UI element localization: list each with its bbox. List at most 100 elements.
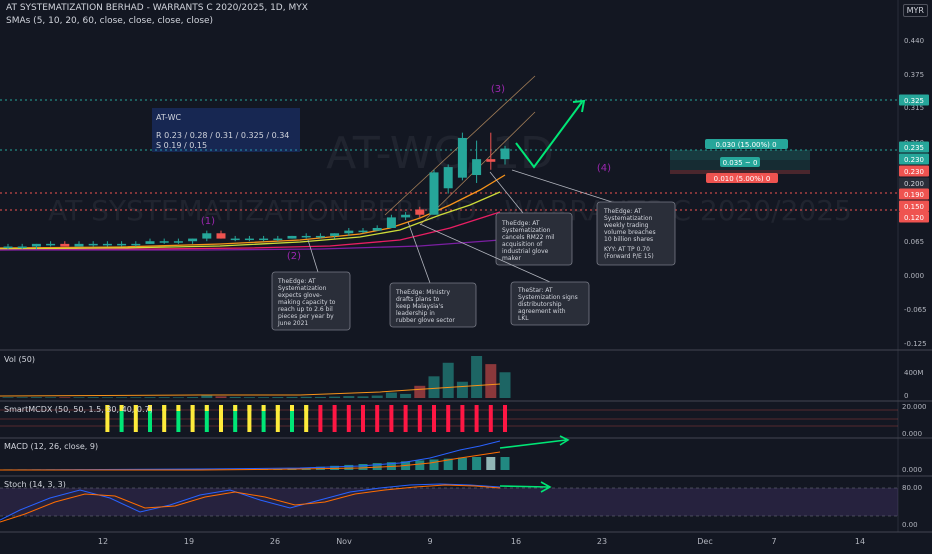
price-tag-bg <box>899 188 929 200</box>
volume-axis-zero: 0 <box>904 392 908 400</box>
macd-signal-line <box>0 451 501 471</box>
smartmcdx-bar-cap <box>275 405 280 411</box>
time-tick-label: 23 <box>597 537 607 546</box>
macd-pane-label[interactable]: MACD (12, 26, close, 9) <box>4 442 99 451</box>
smartmcdx-bar <box>318 405 323 432</box>
volume-bar <box>130 397 142 398</box>
price-tag-bg <box>899 94 929 106</box>
volume-bar <box>30 397 42 398</box>
smartmcdx-bar-cap <box>190 405 195 411</box>
callout-3-text: TheEdge: AT Systematization cancels RM22 m… <box>501 220 555 262</box>
callout-1-box[interactable] <box>271 271 351 331</box>
price-tick-label: 0.375 <box>904 71 924 79</box>
position-tool[interactable]: 0.030 (15.00%) 0 0.035 ~ 0 0.010 (5.00%)… <box>670 139 810 183</box>
volume-bar <box>329 396 341 398</box>
macd-hist-bar <box>358 464 368 470</box>
price-tag-label: 0.190 <box>904 191 924 199</box>
stoch-arrow-line <box>499 485 549 488</box>
stoch-pane <box>0 481 898 523</box>
candle-body <box>443 167 453 189</box>
callout-4-box[interactable] <box>510 281 590 326</box>
volume-bar <box>215 396 227 398</box>
volume-bar <box>158 397 170 398</box>
callout-2-box[interactable] <box>389 282 477 328</box>
time-tick-label: 9 <box>427 537 432 546</box>
callout-5-text: TheEdge: AT Systematization weekly trading… <box>603 208 656 260</box>
time-tick-label: 7 <box>771 537 776 546</box>
price-tag-label: 0.120 <box>904 214 924 222</box>
callout-3-pointer <box>489 171 524 214</box>
smartmcdx-bar-cap <box>261 405 266 411</box>
candle-body <box>457 137 467 178</box>
wave-label-4: (4) <box>597 163 611 174</box>
volume-bar <box>385 392 397 398</box>
candle-body <box>102 243 112 246</box>
position-mid-label-bg <box>720 157 760 167</box>
smartmcdx-bar <box>290 405 294 432</box>
price-tag-bg <box>899 200 929 212</box>
candle-body <box>31 243 41 247</box>
projection-path <box>515 101 583 169</box>
position-stop-label-bg <box>706 173 778 183</box>
smartmcdx-bar <box>233 405 238 432</box>
time-axis[interactable]: 12 19 26 Nov 9 16 23 Dec 7 14 <box>98 537 865 546</box>
volume-bar <box>172 397 184 398</box>
smartmcdx-pane <box>0 405 898 432</box>
smartmcdx-axis-0: 0.000 <box>902 430 922 438</box>
callout-3-box[interactable] <box>495 212 573 266</box>
smartmcdx-bar <box>247 405 252 432</box>
smartmcdx-bar <box>474 405 479 432</box>
smartmcdx-bar <box>275 405 280 432</box>
volume-bar <box>414 385 426 398</box>
moving-averages <box>0 174 506 251</box>
volume-bar <box>456 381 468 398</box>
callout-1-pointer <box>307 239 319 273</box>
volume-bar <box>101 397 113 398</box>
candle-body <box>145 241 155 244</box>
price-tick-label: 0.440 <box>904 37 924 45</box>
volume-bar <box>144 397 156 398</box>
smartmcdx-bar-cap <box>304 405 309 411</box>
stoch-pane-label[interactable]: Stoch (14, 3, 3) <box>4 480 66 489</box>
candle-body <box>401 214 411 218</box>
stoch-axis-80: 80.00 <box>902 484 922 492</box>
volume-bar <box>371 395 383 398</box>
macd-hist-bar <box>443 458 453 470</box>
candle-body <box>330 233 340 236</box>
position-target-label: 0.030 (15.00%) 0 <box>715 141 776 149</box>
price-tag-label: 0.235 <box>904 144 924 152</box>
smartmcdx-pane-label[interactable]: SmartMCDX (50, 50, 1.5, 30, 40, 0.7) <box>4 405 153 414</box>
time-tick-label: 16 <box>511 537 521 546</box>
candle-body <box>344 230 354 234</box>
candle-body <box>259 238 269 241</box>
volume-bar <box>16 397 28 398</box>
price-tag-label: 0.230 <box>904 168 924 176</box>
sr-box-bg <box>152 108 300 152</box>
candle-body <box>74 243 84 247</box>
price-tag-label: 0.230 <box>904 156 924 164</box>
smartmcdx-bar <box>148 405 152 432</box>
currency-badge[interactable]: MYR <box>902 4 928 17</box>
smartmcdx-bar-cap <box>290 405 294 411</box>
indicator-legend[interactable]: SMAs (5, 10, 20, 60, close, close, close… <box>6 16 214 26</box>
smartmcdx-bar <box>119 405 124 432</box>
candle-body <box>301 235 311 238</box>
volume-bar <box>442 362 454 398</box>
candle-body <box>117 243 127 246</box>
macd-hist-bar <box>457 457 467 470</box>
watermark-symbol: AT-WC, 1D <box>326 128 554 179</box>
macd-hist-bar <box>415 460 425 470</box>
price-tag-bg <box>899 141 929 153</box>
sma-5-line <box>0 174 506 249</box>
sr-box[interactable]: AT-WC R 0.23 / 0.28 / 0.31 / 0.325 / 0.3… <box>152 108 300 152</box>
callout-5-box[interactable] <box>596 201 676 266</box>
volume-bar <box>87 397 99 398</box>
smartmcdx-bar <box>105 405 110 432</box>
volume-bar <box>400 393 412 398</box>
candle-body <box>386 217 396 228</box>
smartmcdx-bar-cap <box>119 405 124 411</box>
volume-pane-label[interactable]: Vol (50) <box>4 355 35 364</box>
sr-box-resistance: R 0.23 / 0.28 / 0.31 / 0.325 / 0.34 <box>156 131 289 140</box>
